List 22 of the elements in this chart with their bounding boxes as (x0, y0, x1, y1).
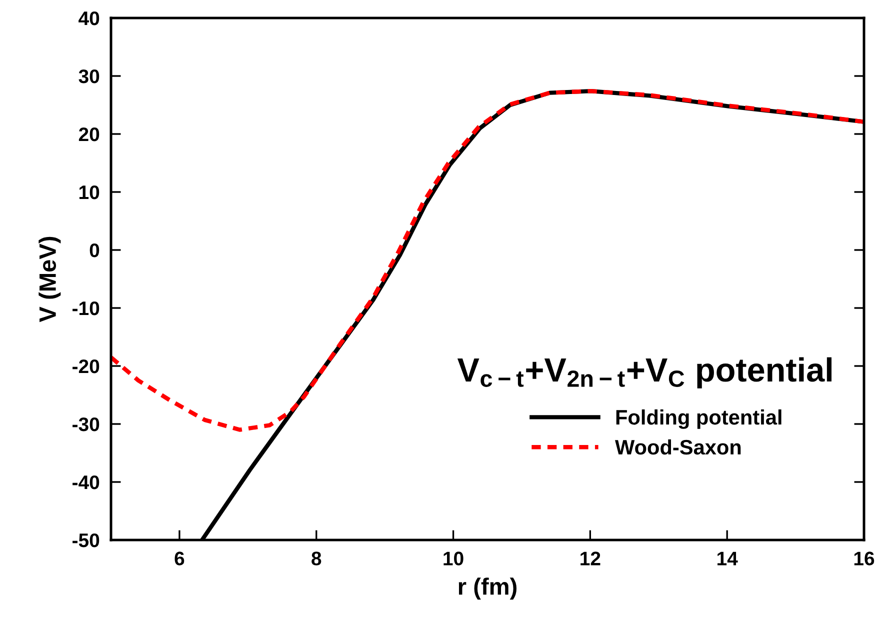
legend-label: Folding potential (616, 409, 782, 429)
y-tick-label: 0 (90, 243, 100, 258)
x-tick-label: 12 (580, 552, 600, 566)
y-tick-label: -30 (72, 417, 100, 432)
x-tick-label: 16 (854, 552, 874, 566)
annotation: V$_{c−t}$+V$_{2n−t}$+V$_{C}$ potential (457, 357, 832, 388)
x-tick-label: 8 (312, 552, 322, 566)
y-tick-label: -50 (72, 533, 100, 548)
y-tick-label: 40 (78, 11, 100, 26)
y-axis-title: V (MeV) (38, 236, 61, 322)
x-tick-label: 10 (444, 552, 464, 566)
line-series (111, 88, 864, 432)
y-tick-label: -20 (72, 359, 100, 374)
y-tick-label: 20 (78, 127, 100, 142)
y-tick-label: -10 (72, 301, 100, 316)
legend-label: Wood-Saxon (614, 439, 741, 455)
y-tick-label: 10 (79, 185, 100, 200)
x-tick-label: 6 (174, 552, 184, 566)
y-tick-label: 30 (78, 69, 100, 84)
y-tick-label: -40 (72, 475, 100, 490)
x-tick-label: 14 (718, 552, 738, 566)
x-axis-title: r (fm) (458, 578, 516, 600)
